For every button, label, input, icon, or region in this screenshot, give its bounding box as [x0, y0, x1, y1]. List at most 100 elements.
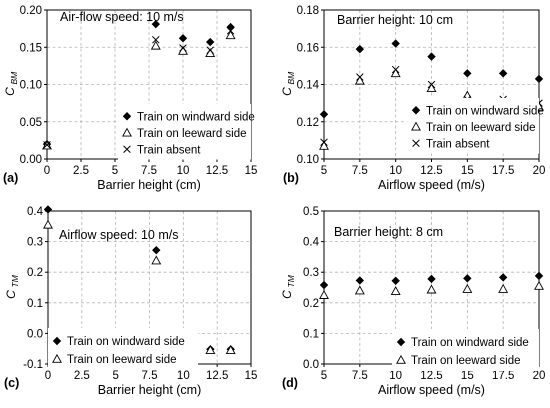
data-point — [179, 44, 187, 52]
data-point — [205, 345, 216, 355]
x-axis-label: Barrier height (cm) — [98, 383, 202, 397]
data-point — [462, 90, 473, 100]
data-point — [534, 271, 544, 281]
y-tick-label: 0.20 — [20, 5, 42, 17]
x-tick-label: 2.5 — [73, 165, 89, 177]
data-point — [462, 283, 473, 293]
x-tick-label: 5 — [112, 165, 118, 177]
x-tick-label: 7.5 — [141, 165, 157, 177]
legend-box — [392, 329, 539, 371]
panel-label: (a) — [3, 171, 18, 185]
x-tick-label: 5 — [321, 165, 327, 177]
chart-panel: 0 2.5 5 7.5 10 12.5 15 0.00 0.05 0.10 0.15 0.20 Barr… — [3, 5, 257, 192]
x-tick-label: 10 — [389, 370, 402, 382]
data-series — [319, 271, 544, 290]
y-tick-label: 0.1 — [27, 298, 43, 310]
data-series — [43, 27, 235, 149]
data-point — [355, 44, 365, 54]
legend-box — [407, 98, 539, 154]
x-axis-label: Airflow speed (m/s) — [378, 383, 485, 397]
data-point — [226, 27, 235, 35]
y-tick-label: 0.3 — [303, 267, 319, 279]
y-axis-label-main: C — [280, 290, 294, 299]
data-point — [225, 345, 236, 355]
y-tick-label: 0.4 — [303, 237, 320, 249]
panel-label: (d) — [282, 376, 298, 390]
y-tick-label: 0.05 — [20, 117, 42, 129]
y-tick-label: 0.00 — [20, 154, 42, 166]
chart-panel: 5 7.5 10 12.5 15 17.5 20 0.10 0.12 0.14 0.16 0.18 Ai… — [280, 5, 545, 192]
y-tick-label: 0.15 — [20, 42, 42, 54]
data-point — [152, 245, 161, 255]
data-point — [225, 30, 236, 40]
data-point — [426, 284, 437, 294]
x-tick-label: 12.5 — [420, 370, 442, 382]
data-point — [463, 274, 472, 283]
data-point — [390, 68, 401, 78]
panel-annotation: Barrier height: 8 cm — [334, 225, 443, 239]
legend-marker — [52, 336, 62, 346]
x-tick-label: 7.5 — [142, 370, 158, 382]
y-tick-label: 0.5 — [303, 206, 319, 218]
legend-marker — [122, 112, 132, 121]
legend-entry: Train on windward side — [426, 105, 544, 117]
x-tick-label: 7.5 — [352, 165, 368, 177]
y-axis-label-sub: TM — [10, 274, 20, 287]
y-tick-label: 0.2 — [303, 298, 319, 310]
legend: Train on windward side Train on leeward s… — [392, 329, 539, 371]
chart-panel: 0 2.5 5 7.5 10 12.5 15 -0.1 0.0 0.1 0.2 0.3 0.4 Barri… — [4, 205, 257, 397]
y-tick-label: 0.3 — [27, 237, 43, 249]
x-tick-label: 5 — [112, 370, 118, 382]
x-tick-label: 10 — [177, 165, 190, 177]
legend-entry: Train on windward side — [67, 336, 185, 348]
data-point — [151, 255, 162, 265]
data-point — [356, 73, 364, 81]
data-point — [534, 280, 544, 290]
legend-entry: Train on leeward side — [411, 355, 521, 367]
y-tick-label: 0.2 — [27, 267, 43, 279]
panel-annotation: Air-flow speed: 10 m/s — [60, 10, 184, 24]
legend-entry: Train absent — [426, 138, 490, 150]
data-point — [498, 273, 508, 282]
y-axis-label-main: C — [3, 87, 17, 96]
legend-marker — [122, 127, 132, 137]
panel-label: (b) — [283, 171, 299, 185]
legend-marker — [396, 337, 406, 347]
y-axis-label-main: C — [280, 87, 294, 96]
legend: Train on windward side Train on leeward s… — [118, 104, 255, 160]
legend-box — [48, 328, 198, 370]
y-axis-label-sub: BM — [286, 71, 296, 85]
x-tick-label: 12.5 — [206, 370, 228, 382]
legend-marker — [412, 139, 420, 148]
legend-marker — [396, 354, 406, 364]
y-axis-label-sub: TM — [286, 274, 296, 287]
data-point — [427, 80, 436, 89]
panel-annotation: Barrier height: 10 cm — [337, 13, 453, 27]
legend-entry: Train on windward side — [137, 111, 255, 123]
data-series — [319, 280, 544, 299]
legend-entry: Train on leeward side — [67, 354, 177, 366]
x-axis-label: Barrier height (cm) — [97, 178, 201, 192]
data-point — [427, 274, 436, 284]
data-point — [152, 36, 160, 44]
data-point — [354, 285, 365, 295]
data-point — [226, 22, 235, 32]
y-axis-label: C BM — [280, 71, 296, 96]
panel-label: (c) — [4, 376, 19, 390]
x-tick-label: 15 — [245, 370, 258, 382]
legend-marker — [52, 353, 62, 363]
legend-entry: Train absent — [137, 144, 201, 156]
legend: Train on windward side Train on leeward s… — [407, 98, 544, 154]
data-point — [43, 205, 53, 214]
legend-box — [118, 104, 251, 160]
data-point — [534, 74, 544, 84]
legend-marker — [123, 145, 131, 154]
data-point — [427, 52, 436, 61]
data-series — [319, 39, 544, 119]
x-tick-label: 0 — [44, 165, 50, 177]
data-point — [498, 283, 509, 293]
x-tick-label: 12.5 — [420, 165, 442, 177]
data-point — [319, 290, 329, 299]
data-point — [463, 69, 472, 78]
